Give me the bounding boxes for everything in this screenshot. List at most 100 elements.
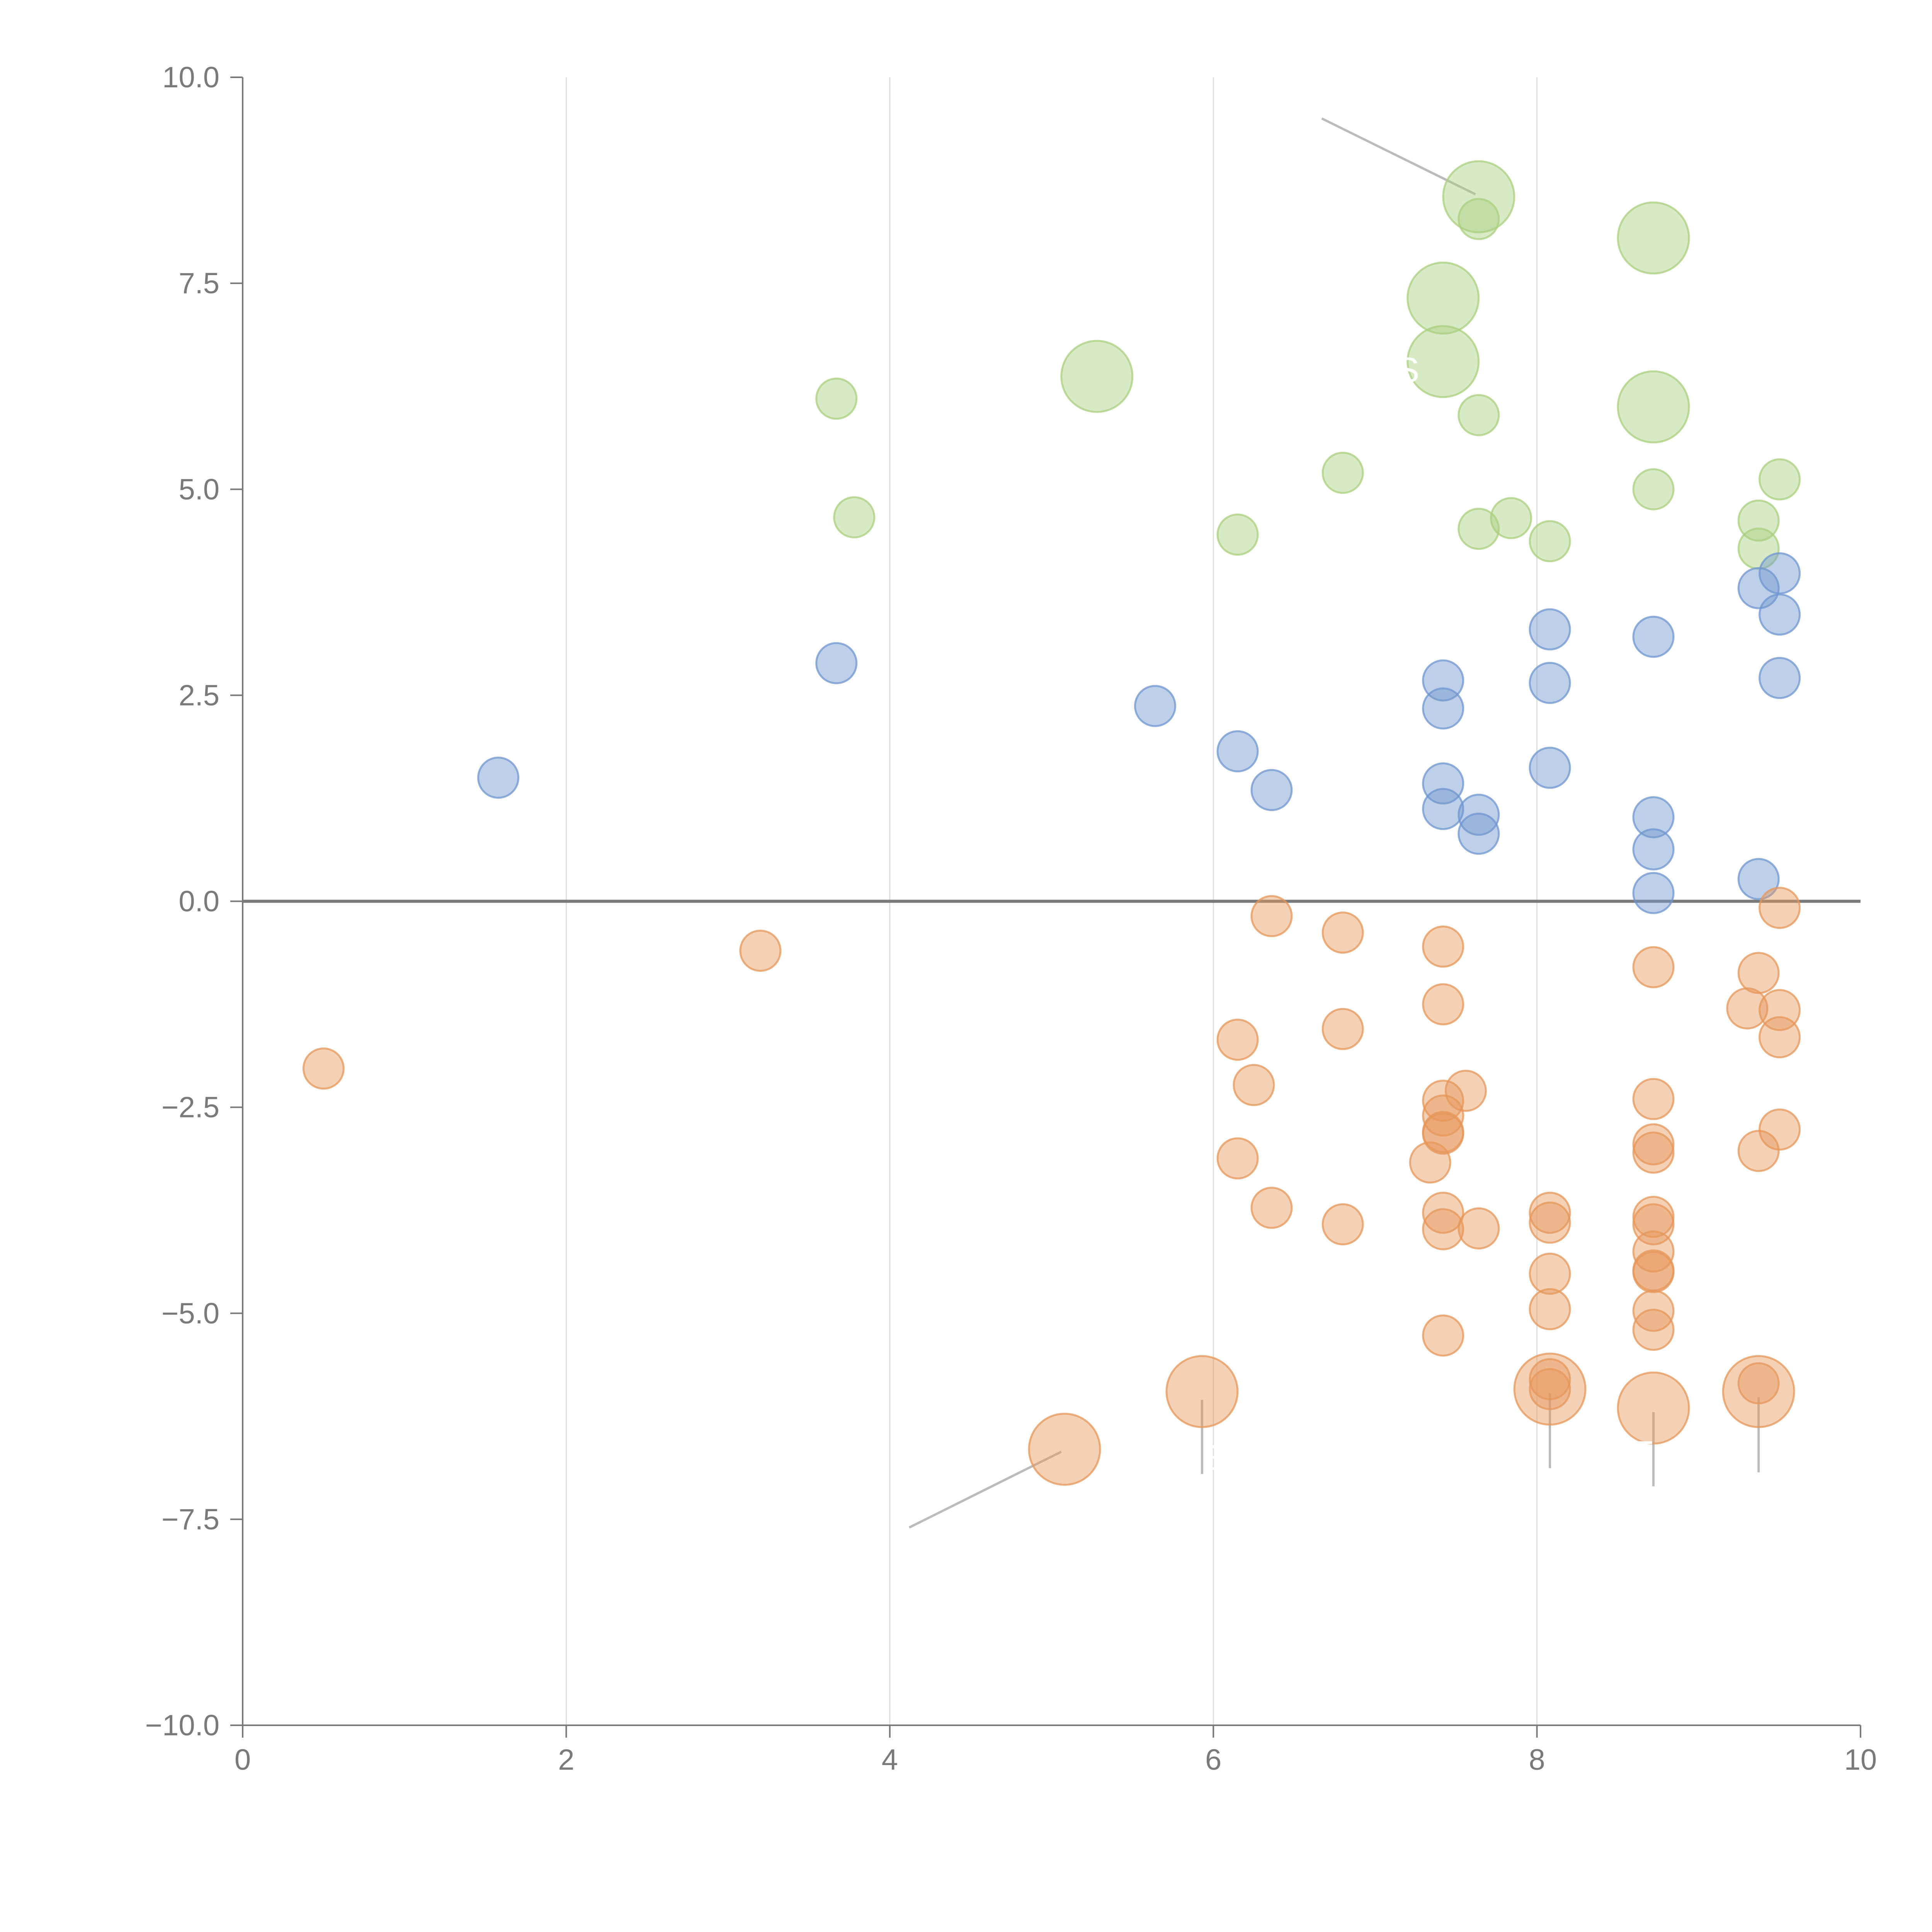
leader-line <box>1321 117 1476 196</box>
data-point-green-large <box>1406 325 1480 398</box>
data-points <box>302 160 1801 1486</box>
data-point-blue <box>1759 657 1801 699</box>
x-tick-label: 8 <box>1529 1743 1545 1776</box>
data-point-green <box>1490 497 1532 539</box>
x-tick-label: 6 <box>1205 1743 1221 1776</box>
data-point-blue <box>1134 685 1176 727</box>
data-point-blue <box>1632 616 1675 658</box>
x-tick-label: 10 <box>1844 1743 1877 1776</box>
data-point-orange <box>1250 895 1293 937</box>
data-point-green <box>1321 452 1364 494</box>
data-point-blue <box>1216 730 1259 772</box>
data-point-orange <box>1409 1141 1451 1184</box>
y-tick-label: 2.5 <box>179 679 219 712</box>
data-point-orange <box>1422 1208 1464 1250</box>
x-tick-label: 0 <box>235 1743 251 1776</box>
data-point-orange <box>1632 1251 1675 1293</box>
data-point-orange-large <box>1617 1371 1690 1445</box>
axes <box>230 77 1861 1738</box>
data-point-blue <box>1737 858 1780 900</box>
leader-line <box>908 1451 1062 1529</box>
data-point-orange <box>1737 952 1780 994</box>
data-point-blue <box>815 642 858 684</box>
data-point-blue <box>1759 552 1801 595</box>
annotation-label: E <box>1202 1438 1225 1478</box>
x-tick-label: 4 <box>882 1743 898 1776</box>
x-tick-label: 2 <box>558 1743 574 1776</box>
data-point-green <box>1632 468 1675 510</box>
y-tick-label: 5.0 <box>179 473 219 506</box>
data-point-blue <box>1529 747 1571 789</box>
data-point-orange <box>1529 1288 1571 1330</box>
data-point-blue <box>1632 872 1675 914</box>
annotation-label: O <box>1038 318 1066 357</box>
data-point-orange <box>1321 1008 1364 1050</box>
data-point-blue <box>1458 794 1500 836</box>
data-point-orange <box>1737 1130 1780 1172</box>
y-tick-label: −5.0 <box>162 1297 219 1330</box>
y-tick-label: 10.0 <box>162 61 219 94</box>
data-point-orange <box>1759 1108 1801 1151</box>
data-point-green-large <box>1617 370 1690 444</box>
data-point-green <box>1458 198 1500 240</box>
data-point-orange <box>1422 1192 1464 1234</box>
data-point-blue <box>1422 687 1464 730</box>
data-point-green <box>1458 508 1500 550</box>
data-point-green-large <box>1406 262 1480 335</box>
data-point-orange <box>1632 1308 1675 1351</box>
data-point-blue <box>1422 762 1464 805</box>
data-point-blue <box>1458 813 1500 855</box>
data-point-orange <box>739 929 782 972</box>
data-point-green <box>815 378 858 420</box>
data-point-orange <box>1529 1192 1571 1234</box>
annotation-label: T <box>1631 1434 1653 1473</box>
data-point-blue <box>477 757 520 799</box>
data-point-orange <box>1216 1137 1259 1180</box>
data-point-blue <box>1250 769 1293 811</box>
data-point-orange-large <box>1722 1355 1795 1428</box>
data-point-green-large <box>1060 340 1134 413</box>
data-point-orange <box>1422 1094 1464 1137</box>
data-point-orange-large <box>1513 1352 1587 1426</box>
data-point-blue <box>1529 608 1571 651</box>
data-point-blue <box>1422 788 1464 830</box>
data-point-blue <box>1632 796 1675 838</box>
y-tick-label: 7.5 <box>179 267 219 300</box>
data-point-green <box>1759 458 1801 501</box>
data-point-orange <box>1529 1358 1571 1400</box>
data-point-green <box>1216 514 1259 556</box>
data-point-orange <box>1632 1289 1675 1332</box>
y-tick-label: −10.0 <box>145 1709 219 1742</box>
data-point-orange <box>1632 1131 1675 1174</box>
data-point-orange <box>1422 983 1464 1026</box>
annotation-label: I <box>1686 177 1696 217</box>
data-point-orange-large <box>1028 1413 1101 1486</box>
data-point-orange <box>1250 1187 1293 1229</box>
data-point-orange <box>1422 1080 1464 1122</box>
data-point-orange <box>1458 1207 1500 1250</box>
y-tick-label: −2.5 <box>162 1091 219 1124</box>
data-point-orange <box>1529 1368 1571 1410</box>
data-point-green <box>1529 520 1571 563</box>
data-point-orange <box>1529 1201 1571 1244</box>
annotation-leader-lines <box>908 117 1760 1529</box>
data-point-orange <box>1233 1064 1275 1106</box>
tick-labels: 10.0 7.5 5.0 2.5 0.0 −2.5 −5.0 −7.5 −10.0 0 2 4 6 8 10 <box>145 61 1877 1776</box>
annotation-label: I <box>1694 359 1704 398</box>
data-point-blue <box>1632 828 1675 871</box>
data-point-orange <box>1422 1314 1464 1357</box>
data-point-orange <box>1632 1078 1675 1120</box>
data-point-green-large <box>1617 201 1690 275</box>
data-point-blue <box>1759 593 1801 636</box>
data-point-orange <box>1216 1019 1259 1061</box>
annotation-labels: O O S I I E T <box>1038 177 1704 1478</box>
annotation-label: S <box>1396 350 1419 390</box>
data-point-orange <box>1321 912 1364 954</box>
data-point-green <box>833 496 876 539</box>
data-point-orange <box>1737 1362 1780 1405</box>
data-point-orange <box>1321 1203 1364 1245</box>
data-point-green <box>1458 394 1500 436</box>
y-tick-label: −7.5 <box>162 1503 219 1536</box>
data-point-orange <box>1759 887 1801 929</box>
